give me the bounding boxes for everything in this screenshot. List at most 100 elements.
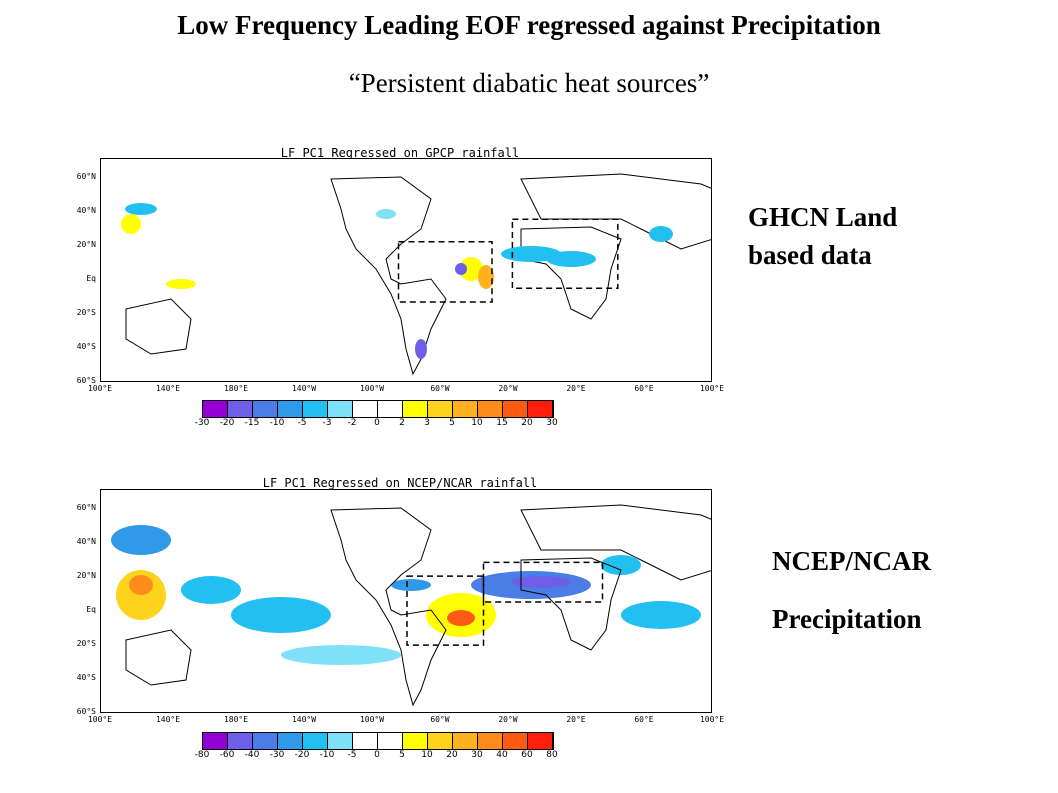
coast-africa xyxy=(520,226,622,320)
colorbar-label: 30 xyxy=(471,750,483,760)
colorbar-cell xyxy=(353,401,378,417)
colorbar-cell xyxy=(403,401,428,417)
colorbar-cell xyxy=(453,401,478,417)
xtick-label: 180°E xyxy=(223,384,249,393)
ytick-60s: 60°S xyxy=(76,376,96,385)
colorbar-label: 5 xyxy=(399,750,405,760)
colorbar-cell xyxy=(303,401,328,417)
colorbar-cell xyxy=(403,733,428,749)
colorbar-cell xyxy=(278,733,303,749)
region-box xyxy=(511,218,619,289)
colorbar-cell xyxy=(203,401,228,417)
coast-americas xyxy=(330,176,447,376)
xtick-label: 100°E xyxy=(87,715,113,724)
colorbar-cell xyxy=(528,401,553,417)
coast-australia xyxy=(125,298,192,355)
colorbar-label: 0 xyxy=(374,750,380,760)
colorbar-cell xyxy=(253,401,278,417)
colorbar-label: -20 xyxy=(294,750,310,760)
colorbar-cell xyxy=(203,733,228,749)
side-label-line2: based data xyxy=(748,240,872,270)
xtick-label: 140°E xyxy=(155,715,181,724)
ytick-60n: 60°N xyxy=(76,503,96,512)
xtick-label: 140°W xyxy=(291,384,317,393)
colorbar-cell xyxy=(228,401,253,417)
xtick-label: 180°E xyxy=(223,715,249,724)
anomaly-shading-gpcp xyxy=(121,203,673,359)
colorbar-label: 0 xyxy=(374,418,380,428)
colorbar-cell xyxy=(378,401,403,417)
region-box xyxy=(482,561,604,603)
colorbar-cell xyxy=(328,401,353,417)
xtick-label: 60°E xyxy=(634,715,654,724)
ytick-40n: 40°N xyxy=(76,206,96,215)
ytick-20n: 20°N xyxy=(76,240,96,249)
xtick-label: 60°W xyxy=(430,715,450,724)
side-label-line1: GHCN Land xyxy=(748,202,898,232)
colorbar-cell xyxy=(353,733,378,749)
colorbar-label: -2 xyxy=(347,418,357,428)
colorbar-cell xyxy=(503,401,528,417)
colorbar-label: 10 xyxy=(421,750,433,760)
colorbar-label: 5 xyxy=(449,418,455,428)
panel-title-ncep: LF PC1 Regressed on NCEP/NCAR rainfall xyxy=(262,476,538,490)
side-label-line1: NCEP/NCAR xyxy=(772,546,931,576)
coast-africa xyxy=(520,557,622,651)
boxes-svg-gpcp xyxy=(397,218,619,303)
xtick-label: 20°E xyxy=(566,715,586,724)
colorbar-label: 15 xyxy=(496,418,508,428)
coast-australia xyxy=(125,629,192,686)
ytick-eq: Eq xyxy=(86,274,96,283)
map-plot-ncep xyxy=(100,489,712,713)
colorbar-label: 2 xyxy=(399,418,405,428)
anomaly-shading-ncep xyxy=(111,525,701,665)
colorbar-cell xyxy=(428,401,453,417)
side-label-ghcn: GHCN Land based data xyxy=(748,198,897,274)
coast-americas xyxy=(330,507,447,707)
ytick-40s: 40°S xyxy=(76,342,96,351)
colorbar-cell xyxy=(478,733,503,749)
colorbar-cell xyxy=(303,733,328,749)
colorbar-ncep xyxy=(202,732,554,750)
colorbar-cell xyxy=(528,733,553,749)
colorbar-label: 60 xyxy=(521,750,533,760)
colorbar-label: 10 xyxy=(471,418,483,428)
colorbar-label: -10 xyxy=(269,418,285,428)
colorbar-cell xyxy=(453,733,478,749)
colorbar-cell xyxy=(253,733,278,749)
slide-subtitle: “Persistent diabatic heat sources” xyxy=(348,68,710,98)
slide-title: Low Frequency Leading EOF regressed agai… xyxy=(177,10,881,40)
map-svg-gpcp xyxy=(121,173,711,376)
colorbar-cell xyxy=(228,733,253,749)
xtick-label: 60°W xyxy=(430,384,450,393)
ytick-40s: 40°S xyxy=(76,673,96,682)
colorbar-cell xyxy=(378,733,403,749)
colorbar-label: -3 xyxy=(322,418,332,428)
side-label-ncep: NCEP/NCAR Precipitation xyxy=(772,532,931,648)
ytick-20n: 20°N xyxy=(76,571,96,580)
xtick-label: 20°E xyxy=(566,384,586,393)
colorbar-label: -80 xyxy=(194,750,210,760)
colorbar-label: 20 xyxy=(446,750,458,760)
colorbar-cell xyxy=(503,733,528,749)
colorbar-gpcp xyxy=(202,400,554,418)
ytick-40n: 40°N xyxy=(76,537,96,546)
colorbar-cell xyxy=(428,733,453,749)
region-box xyxy=(397,240,493,303)
ytick-20s: 20°S xyxy=(76,308,96,317)
colorbar-label: -5 xyxy=(347,750,357,760)
colorbar-label: 80 xyxy=(546,750,558,760)
colorbar-label: 20 xyxy=(521,418,533,428)
region-box xyxy=(406,575,485,646)
map-plot-gpcp xyxy=(100,158,712,382)
colorbar-label: -5 xyxy=(297,418,307,428)
colorbar-label: -30 xyxy=(269,750,285,760)
xtick-label: 140°E xyxy=(155,384,181,393)
ytick-eq: Eq xyxy=(86,605,96,614)
ytick-60s: 60°S xyxy=(76,707,96,716)
colorbar-cell xyxy=(278,401,303,417)
xtick-label: 100°W xyxy=(359,715,385,724)
xtick-label: 100°E xyxy=(699,384,725,393)
colorbar-label: -30 xyxy=(194,418,210,428)
map-svg-ncep xyxy=(111,504,711,707)
